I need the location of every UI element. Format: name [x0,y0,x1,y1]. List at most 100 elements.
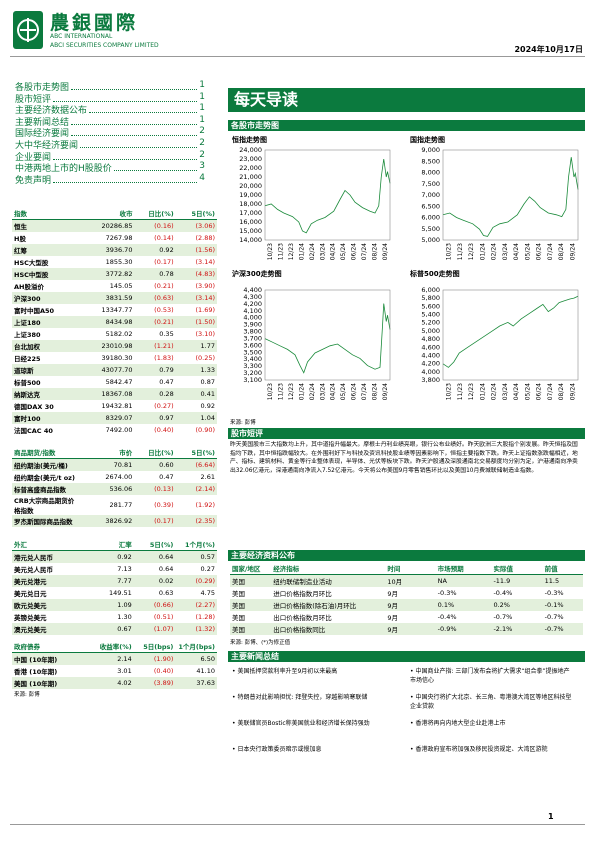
cell: 纽约期油(美元/桶) [12,458,79,471]
cell: 欧元兑美元 [12,599,79,611]
cell: 4.02 [79,677,134,689]
cell: (0.63) [134,292,176,304]
row: CRB大宗商品期货价格指数 281.77 (0.39) (1.92) [12,495,217,515]
cell: 0.92 [200,402,215,410]
toc-title: 大中华经济要闻 [15,141,79,151]
y-tick-label: 6,000 [421,286,440,294]
x-tick-label: 05/24 [524,243,531,260]
cell: 德国DAX 30 [14,403,54,411]
news-item: • 香港政府宣布将加强及移民投资规定、大湾区游院 [410,745,575,754]
cell: (3.14) [175,292,217,304]
cell: (3.90) [195,282,215,290]
y-tick-label: 3,600 [243,341,262,349]
x-tick-label: 11/23 [278,243,285,260]
cell: 0.92 [78,550,134,563]
page-number: 1 [548,812,554,821]
cell: 0.41 [175,388,217,400]
cell: 3772.82 [78,268,135,280]
row: 上证380 5182.02 0.35 (3.10) [12,328,217,340]
header-cell: 1个月(%) [175,538,217,551]
y-tick-label: 5,000 [421,236,440,244]
cell: (0.39) [154,501,174,509]
row: 标普高盛商品指数 536.06 (0.13) (2.14) [12,483,217,495]
cell: 43077.70 [78,364,135,376]
cell: 20286.85 [78,219,135,232]
chart-title: 标普500走势图 [409,269,460,278]
x-tick-label: 07/24 [361,243,368,260]
cell: 145.05 [109,282,133,290]
section-bar: 主要新闻总结 [228,651,585,662]
cell: -0.3% [544,589,564,597]
source: 来源: 彭博 [14,692,40,698]
header-cell: 汇率 [78,538,134,551]
x-tick-label: 06/24 [351,383,358,400]
cell: 罗杰斯国际商品指数 [12,515,79,527]
toc-leader [80,138,198,148]
cell: 港元兑人民币 [12,550,79,563]
cell: 1.09 [78,599,134,611]
cell: 7492.00 [105,426,133,434]
y-tick-label: 8,500 [421,157,440,165]
cell: (0.13) [134,483,176,495]
cell: 美国 [232,614,245,622]
x-tick-label: 09/24 [569,243,576,260]
cell: 0.87 [200,378,215,386]
cell: 2.61 [200,473,215,481]
news-item: • 香港将再向内地大型企业赴港上市 [410,719,575,728]
rule [10,56,585,57]
x-tick-label: 04/24 [330,243,337,260]
x-tick-label: 06/24 [351,243,358,260]
cell: 美国 [230,623,272,635]
cell: (0.27) [154,402,174,410]
header-cell: 市场预期 [435,562,492,575]
cell: 4.75 [200,589,215,597]
cell: 19432.81 [101,402,133,410]
header-cell: 指数 [12,207,79,220]
toc-page: 3 [199,161,205,172]
bullet: • [410,720,416,727]
row: 红筹 3936.70 0.92 (1.56) [12,244,217,256]
cell: 富时中国A50 [14,307,55,315]
cell: 18367.08 [78,388,135,400]
y-tick-label: 3,900 [243,321,262,329]
cell: -0.7% [493,613,513,621]
x-tick-label: 02/24 [309,383,316,400]
chart-title: 恒指走势图 [231,135,267,144]
cell: 纳斯达克 [12,388,79,400]
row: 美元兑港元 7.77 0.02 (0.29) [12,575,217,587]
price-line [443,296,578,367]
news-item: • 美联储官员Bostic称美国就业和经济增长保持强劲 [232,719,397,728]
cell: 美国 [230,574,272,587]
cell: (6.64) [175,458,217,471]
cell: 39180.30 [101,354,133,362]
x-tick-label: 12/23 [468,383,475,400]
news-text: 日本央行政策委员暗示或慢加息 [237,746,322,753]
cell: 23010.98 [78,340,135,352]
cell: HSC中型股 [12,268,79,280]
source: 来源: 彭博、(*)为修正值 [230,640,291,646]
y-tick-label: 22,000 [239,164,262,172]
cell: 5842.47 [105,378,133,386]
cell: 美国 [230,599,272,611]
cell: 1855.30 [105,258,133,266]
y-tick-label: 7,000 [421,191,440,199]
y-tick-label: 23,000 [239,155,262,163]
date: 2024年10月17日 [514,45,583,54]
cell: 8434.98 [78,316,135,328]
row: 美国 进口价格指数月环比 9月 -0.3% -0.4% -0.3% [230,587,583,599]
header-cell: 政府债券 [12,640,80,653]
toc-title: 主要经济数据公布 [15,106,88,117]
cell: 7.13 [117,565,132,573]
header-cell: 5日(bps) [133,640,176,653]
x-tick-label: 01/24 [479,383,486,400]
table: 指数 收市 日比(%) 5日(%) 恒生 20286.85 (0.16) (3.06) H股 72… [12,207,217,436]
x-tick-label: 06/24 [536,243,543,260]
cell: (0.17) [134,515,176,527]
section-bar: 各股市走势图 [228,120,585,131]
header-cell: 实际值 [491,562,543,575]
row: 美元兑日元 149.51 0.63 4.75 [12,587,217,599]
cell: (1.90) [133,652,176,665]
toc-leader [89,103,198,114]
cell: 0.57 [175,550,217,563]
cell: 41.10 [196,667,215,675]
